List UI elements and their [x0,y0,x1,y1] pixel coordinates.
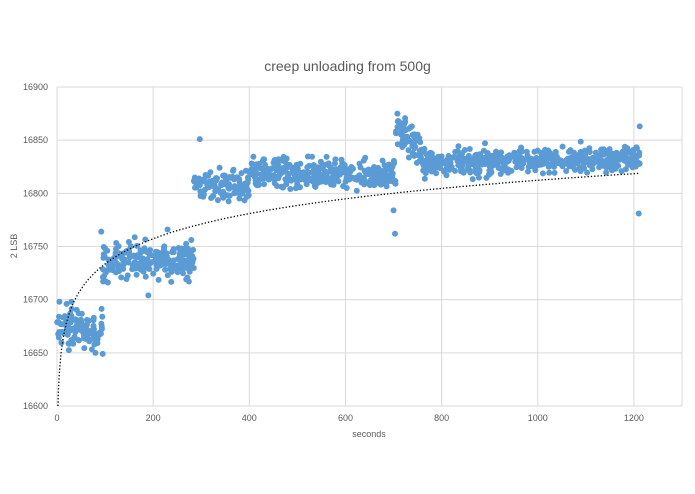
y-axis-ticks: 16600 16650 16700 16750 16800 16850 16900 [23,82,48,411]
y-axis-label: 2 LSB [9,234,19,259]
x-tick-label: 0 [54,413,59,423]
y-tick-label: 16750 [23,242,48,252]
x-tick-label: 800 [434,413,449,423]
y-tick-label: 16900 [23,82,48,92]
data-points [54,110,643,357]
y-tick-label: 16800 [23,188,48,198]
y-tick-label: 16600 [23,401,48,411]
chart-title: creep unloading from 500g [264,58,431,74]
x-axis-ticks: 0 200 400 600 800 1000 1200 [54,413,643,423]
y-tick-label: 16850 [23,135,48,145]
y-tick-label: 16650 [23,348,48,358]
x-tick-label: 400 [242,413,257,423]
gridlines [56,86,683,407]
x-tick-label: 600 [338,413,353,423]
x-tick-label: 1000 [528,413,548,423]
trendline [57,172,639,407]
x-axis-label: seconds [352,429,386,439]
x-tick-label: 1200 [624,413,644,423]
x-tick-label: 200 [146,413,161,423]
y-tick-label: 16700 [23,295,48,305]
